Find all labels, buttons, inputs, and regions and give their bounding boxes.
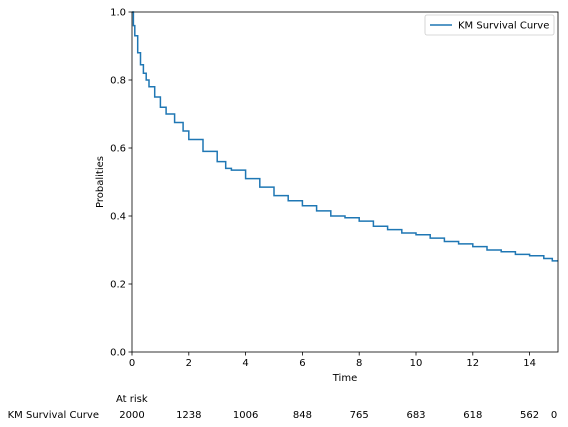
y-axis-label: Probalities: [95, 156, 106, 208]
y-tick-label: 0.2: [110, 280, 126, 291]
y-tick-label: 1.0: [110, 8, 126, 19]
survival-curve-line: [132, 11, 558, 262]
x-tick-label: 10: [410, 358, 423, 369]
at-risk-count: 765: [350, 410, 369, 421]
at-risk-count: 848: [293, 410, 312, 421]
at-risk-count: 683: [406, 410, 425, 421]
at-risk-row-label: KM Survival Curve: [8, 410, 99, 421]
at-risk-count: 1238: [176, 410, 201, 421]
x-axis-label: Time: [332, 373, 357, 384]
at-risk-count: 2000: [119, 410, 144, 421]
y-tick-label: 0.4: [110, 212, 126, 223]
legend: KM Survival Curve: [424, 14, 555, 36]
at-risk-count-end: 0: [551, 410, 557, 421]
at-risk-count: 618: [463, 410, 482, 421]
x-tick-label: 4: [242, 358, 248, 369]
legend-label: KM Survival Curve: [458, 21, 549, 32]
plot-frame: [131, 11, 559, 353]
at-risk-count: 562: [520, 410, 539, 421]
y-tick-label: 0.8: [110, 76, 126, 87]
x-tick-label: 6: [299, 358, 305, 369]
x-tick-label: 8: [356, 358, 362, 369]
legend-box: [424, 14, 555, 36]
x-tick-label: 0: [129, 358, 135, 369]
at-risk-table: At risk KM Survival Curve 2000 1238 1006 848 7…: [8, 394, 558, 421]
at-risk-title: At risk: [116, 394, 148, 405]
x-tick-label: 14: [523, 358, 536, 369]
at-risk-count: 1006: [233, 410, 258, 421]
y-tick-label: 0.0: [110, 348, 126, 359]
x-tick-label: 2: [186, 358, 192, 369]
y-tick-label: 0.6: [110, 144, 126, 155]
axes: 0 2 4 6 8 10 12 14 0.0 0.2 0.4 0.6 0.8 1.0 Time Probali…: [95, 8, 559, 384]
x-tick-label: 12: [466, 358, 479, 369]
plot-area: [132, 11, 558, 262]
